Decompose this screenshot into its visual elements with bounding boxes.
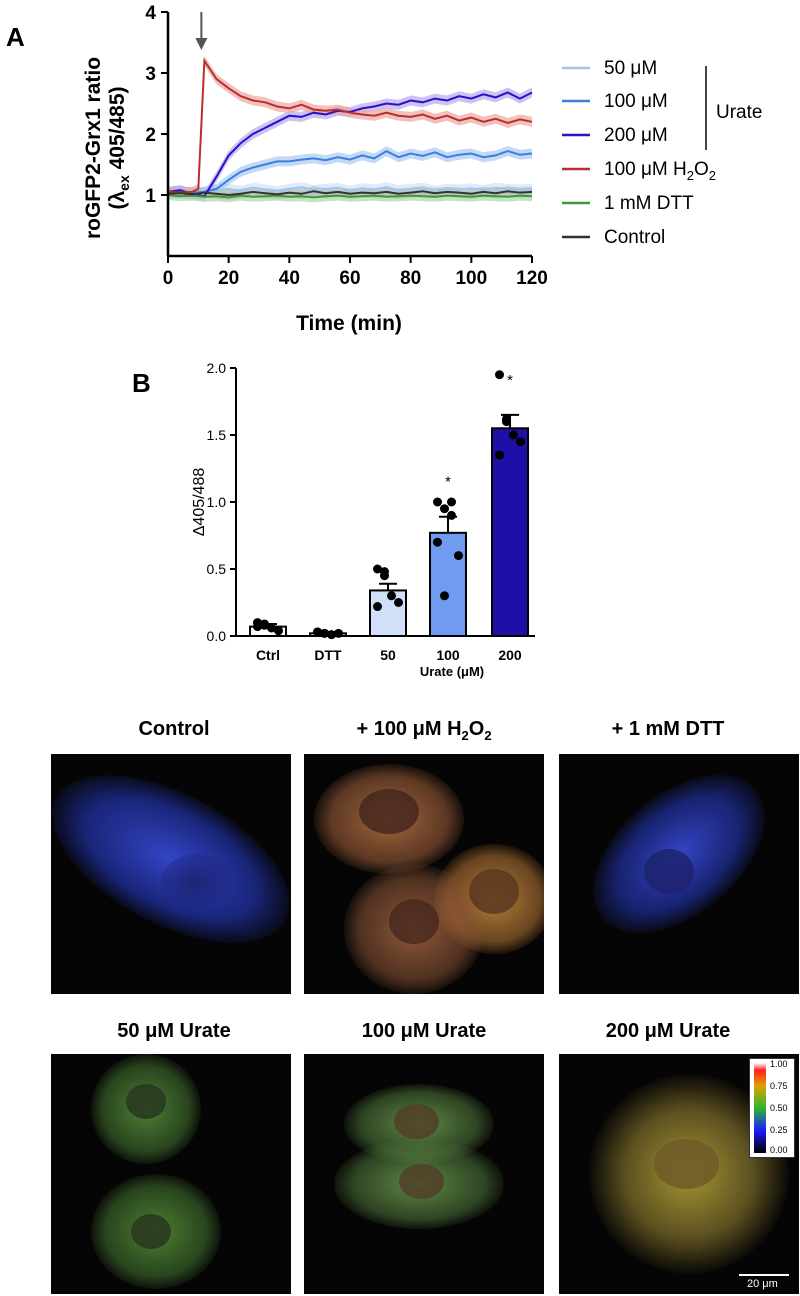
y-axis-label-b: Δ405/488 (191, 468, 208, 537)
series-band-3 (168, 55, 532, 198)
colorbar-tick: 0.50 (770, 1103, 788, 1113)
micrograph-title-dtt: + 1 mM DTT (611, 718, 725, 740)
micrograph-title-50um: 50 μM Urate (117, 1020, 231, 1042)
data-point (433, 497, 442, 507)
colorbar-gradient (754, 1063, 766, 1153)
y-tick-label: 2 (145, 125, 156, 146)
data-point (433, 537, 442, 547)
x-tick-label: 200 (498, 647, 522, 663)
x-tick-label: 100 (436, 647, 460, 663)
line-chart: roGFP2-Grx1 ratio (λex 405/485) Time (mi… (82, 3, 762, 335)
data-point (495, 370, 504, 380)
y-tick-label: 2.0 (207, 360, 227, 376)
data-point (394, 598, 403, 607)
colorbar-tick: 1.00 (770, 1059, 788, 1069)
bar (491, 427, 529, 637)
x-tick-label: 0 (163, 268, 174, 289)
x-tick-label: Ctrl (256, 647, 280, 663)
legend-label: 200 μM (604, 125, 668, 146)
data-point (253, 622, 262, 632)
x-tick-label: 120 (516, 268, 548, 289)
data-point (267, 623, 276, 633)
y-tick-label: 4 (145, 3, 156, 24)
y-tick-label: 1.5 (207, 427, 227, 443)
legend-label: Control (604, 227, 665, 248)
panel-b-label: B (132, 368, 151, 398)
legend-label: 100 μM (604, 91, 668, 112)
micrograph-title-100um: 100 μM Urate (361, 1020, 487, 1042)
micrograph-200um: 1.00 0.75 0.50 0.25 0.00 20 μm (559, 1054, 799, 1294)
series-line-0 (167, 186, 533, 194)
y-tick-label: 0.5 (207, 561, 227, 577)
series-band-1 (168, 146, 532, 198)
series-line-5 (167, 190, 533, 197)
data-point (313, 627, 322, 637)
data-point (380, 567, 389, 577)
micrograph-title-control: Control (138, 718, 210, 740)
y-tick-label: 1 (145, 186, 156, 207)
y-axis-label-line1: roGFP2-Grx1 ratio (82, 57, 105, 239)
data-point (260, 620, 269, 630)
data-point (440, 504, 449, 514)
colorbar: 1.00 0.75 0.50 0.25 0.00 (749, 1058, 795, 1158)
x-tick-label: 80 (400, 268, 421, 289)
micrograph-dtt (559, 754, 799, 994)
series-line-1 (167, 149, 533, 194)
micrograph-title-200um: 200 μM Urate (605, 1020, 731, 1042)
data-point (495, 450, 504, 460)
data-point (387, 591, 396, 601)
series-line-4 (167, 194, 533, 199)
data-point (440, 591, 449, 601)
significance-mark: * (445, 474, 451, 491)
x-tick-label: 50 (380, 647, 396, 663)
panel-a-label: A (6, 22, 25, 52)
micrograph-title-h2o2: + 100 μM H2O2 (356, 718, 492, 743)
data-point (373, 602, 382, 612)
treatment-arrow-head (195, 38, 208, 50)
data-point (454, 551, 463, 561)
y-tick-label: 3 (145, 64, 156, 85)
colorbar-tick: 0.00 (770, 1145, 788, 1155)
x-tick-label: DTT (314, 647, 342, 663)
data-point (516, 437, 525, 447)
x-tick-label: 60 (339, 268, 360, 289)
x-axis-label: Time (min) (296, 312, 402, 335)
x-tick-label: 20 (218, 268, 239, 289)
micrograph-control (51, 754, 291, 994)
micrograph-50um (51, 1054, 291, 1294)
data-point (447, 510, 456, 520)
legend-label: 1 mM DTT (604, 193, 694, 214)
colorbar-tick: 0.75 (770, 1081, 788, 1091)
scale-bar (739, 1274, 789, 1276)
legend-label: 100 μM H2O2 (604, 159, 716, 183)
x-tick-label: 40 (279, 268, 300, 289)
data-point (274, 626, 283, 636)
scale-bar-label: 20 μm (747, 1278, 778, 1290)
data-point (373, 564, 382, 574)
figure-charts: A roGFP2-Grx1 ratio (λex 405/485) Time (… (6, 3, 762, 679)
legend-group-label: Urate (716, 102, 762, 123)
y-axis-label-line2: (λex 405/485) (106, 86, 132, 209)
group-label: Urate (μM) (420, 664, 484, 679)
micrograph-h2o2 (304, 754, 544, 994)
data-point (447, 497, 456, 507)
significance-mark: * (507, 372, 513, 389)
colorbar-tick: 0.25 (770, 1125, 788, 1135)
data-point (509, 430, 518, 440)
series-line-3 (167, 57, 533, 194)
y-tick-label: 0.0 (207, 628, 227, 644)
legend-label: 50 μM (604, 58, 657, 79)
x-tick-label: 100 (455, 268, 487, 289)
data-point (502, 417, 511, 427)
y-tick-label: 1.0 (207, 494, 227, 510)
bar-chart: Δ405/488 Ctrl DTT 50 * 100 * 200 0.0 0.5 1.0 1.5 2.… (191, 360, 535, 679)
micrograph-100um (304, 1054, 544, 1294)
bar (429, 531, 467, 638)
